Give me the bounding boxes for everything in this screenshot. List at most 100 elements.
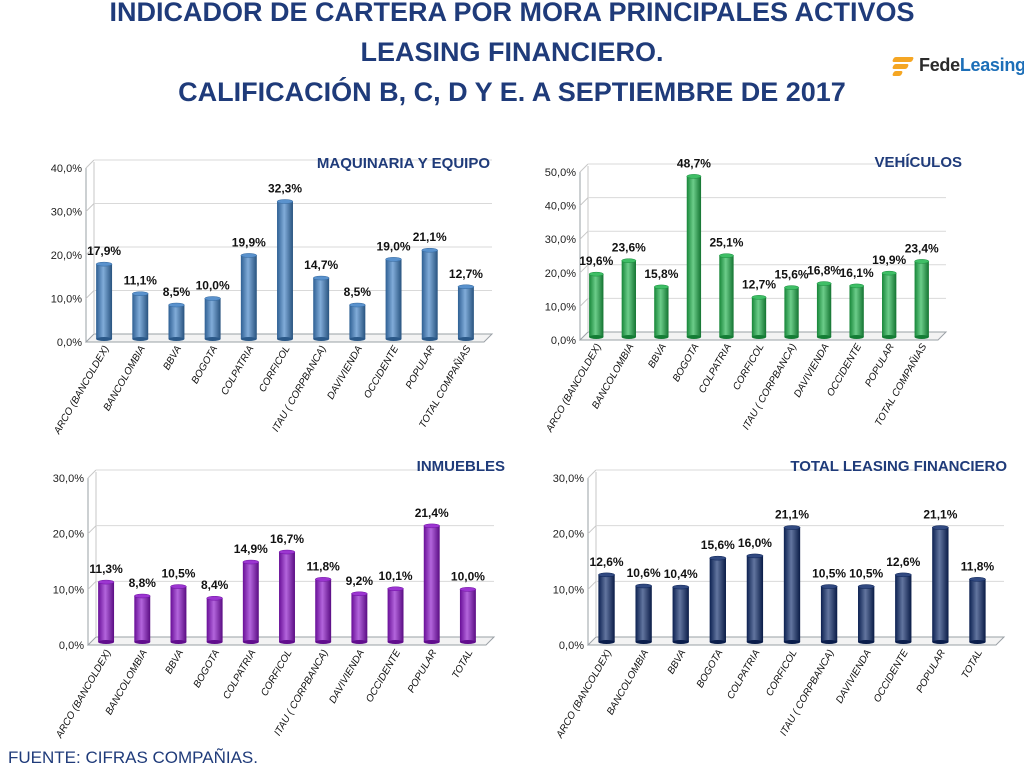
data-label: 19,9%: [872, 253, 906, 267]
category-label: OCCIDENTE: [364, 648, 403, 705]
category-label: BBVA: [666, 648, 689, 676]
data-label: 8,5%: [163, 285, 191, 299]
category-label: CORFICOL: [257, 344, 292, 394]
y-gridline: [587, 580, 597, 590]
bar: [588, 271, 604, 339]
category-label: COLPATRIA: [697, 342, 734, 396]
bar: [857, 584, 875, 644]
data-label: 16,1%: [840, 266, 874, 280]
y-gridline: [579, 163, 589, 173]
data-label: 8,8%: [129, 576, 157, 590]
y-gridline: [87, 525, 97, 535]
chart-vehiculos: 0,0% 10,0% 20,0% 30,0% 40,0% 50,0% VEHÍCULOS 19…: [512, 145, 1024, 450]
data-label: 16,8%: [807, 264, 841, 278]
fedeleasing-logo-icon: [891, 55, 915, 76]
data-label: 15,6%: [701, 538, 735, 552]
category-label: BBVA: [163, 648, 186, 676]
y-tick-label: 30,0%: [53, 473, 84, 485]
y-tick-label: 40,0%: [545, 201, 576, 213]
data-label: 10,1%: [379, 569, 413, 583]
logo-text-accent: Leasing: [959, 54, 1024, 75]
y-tick-label: 20,0%: [51, 250, 82, 262]
bar: [276, 199, 294, 341]
bar: [969, 577, 986, 644]
data-label: 14,7%: [304, 258, 338, 272]
y-gridline: [85, 159, 95, 169]
category-label: COLPATRIA: [221, 648, 258, 702]
category-label: CORFICOL: [764, 648, 799, 698]
chart-total-svg: 0,0% 10,0% 20,0% 30,0% TOTAL LEASING FINANCI…: [553, 458, 1008, 741]
y-gridline: [579, 197, 589, 206]
y-gridline: [587, 469, 597, 479]
bar: [672, 584, 690, 644]
category-label: POPULAR: [404, 344, 437, 391]
data-label: 8,4%: [201, 578, 229, 592]
chart-total-leasing-financiero: 0,0% 10,0% 20,0% 30,0% TOTAL LEASING FINANCI…: [512, 455, 1024, 741]
data-label: 11,8%: [961, 559, 995, 573]
category-label: DAVIVIENDA: [327, 648, 367, 706]
data-label: 14,9%: [234, 542, 268, 556]
bar: [204, 296, 221, 341]
y-gridline: [85, 290, 95, 299]
data-label: 10,5%: [812, 567, 846, 581]
chart-title: TOTAL LEASING FINANCIERO: [790, 458, 1007, 475]
category-label: BBVA: [646, 342, 669, 370]
bar: [751, 295, 767, 339]
y-gridline: [85, 203, 95, 212]
y-gridline: [579, 298, 589, 307]
bar: [784, 285, 799, 339]
y-tick-label: 20,0%: [53, 529, 84, 541]
y-tick-label: 30,0%: [553, 473, 584, 485]
bar: [240, 253, 258, 341]
y-gridline: [579, 230, 589, 240]
data-label: 10,5%: [161, 567, 195, 581]
category-label: BANCOLOMBIA: [605, 648, 651, 717]
data-label: 15,6%: [775, 268, 809, 282]
category-label: BOGOTA: [695, 648, 726, 690]
data-label: 10,0%: [196, 279, 230, 293]
bar: [457, 284, 475, 341]
y-tick-label: 0,0%: [551, 335, 576, 347]
data-label: 11,8%: [306, 559, 340, 573]
bar: [95, 261, 113, 341]
category-label: OCCIDENTE: [825, 342, 864, 399]
title-line-2: LEASING FINANCIERO.: [360, 37, 664, 67]
category-label: ARCO (BANCOLDEX): [554, 648, 614, 741]
data-label: 10,4%: [664, 567, 698, 581]
category-label: POPULAR: [406, 648, 439, 695]
y-tick-label: 50,0%: [545, 167, 576, 179]
chart-inmuebles-svg: 0,0% 10,0% 20,0% 30,0% INMUEBLES 11,3% ARCO (B…: [53, 458, 505, 741]
data-label: 32,3%: [268, 181, 302, 195]
y-gridline: [87, 580, 97, 590]
category-label: DAVIVIENDA: [325, 344, 365, 402]
bar: [914, 259, 930, 339]
page-title: INDICADOR DE CARTERA POR MORA PRINCIPALE…: [0, 0, 1024, 112]
y-gridline: [85, 246, 95, 256]
bar: [385, 257, 402, 341]
data-label: 10,6%: [627, 566, 661, 580]
y-gridline: [587, 525, 597, 535]
data-label: 16,7%: [270, 532, 304, 546]
bar: [132, 291, 149, 341]
bar: [351, 591, 368, 644]
data-label: 19,9%: [232, 235, 266, 249]
category-label: ARCO (BANCOLDEX): [54, 648, 114, 741]
category-label: TOTAL: [960, 648, 985, 681]
category-label: OCCIDENTE: [362, 344, 401, 401]
category-label: ARCO (BANCOLDEX): [544, 342, 604, 435]
y-tick-label: 30,0%: [51, 207, 82, 219]
data-label: 12,6%: [886, 555, 920, 569]
data-label: 11,3%: [89, 562, 123, 576]
data-label: 21,1%: [775, 508, 809, 522]
y-tick-label: 0,0%: [559, 640, 584, 652]
category-label: POPULAR: [863, 342, 896, 389]
y-tick-label: 10,0%: [545, 301, 576, 313]
y-tick-label: 0,0%: [57, 337, 82, 349]
bar: [783, 525, 801, 644]
data-label: 19,0%: [377, 239, 411, 253]
category-label: ARCO (BANCOLDEX): [52, 344, 112, 437]
bar: [97, 579, 115, 644]
bar: [168, 302, 185, 341]
chart-inmuebles: 0,0% 10,0% 20,0% 30,0% INMUEBLES 11,3% ARCO (B…: [0, 455, 512, 741]
chart-maquinaria-y-equipo: 0,0% 10,0% 20,0% 30,0% 40,0% MAQUINARIA Y EQU…: [0, 145, 512, 450]
